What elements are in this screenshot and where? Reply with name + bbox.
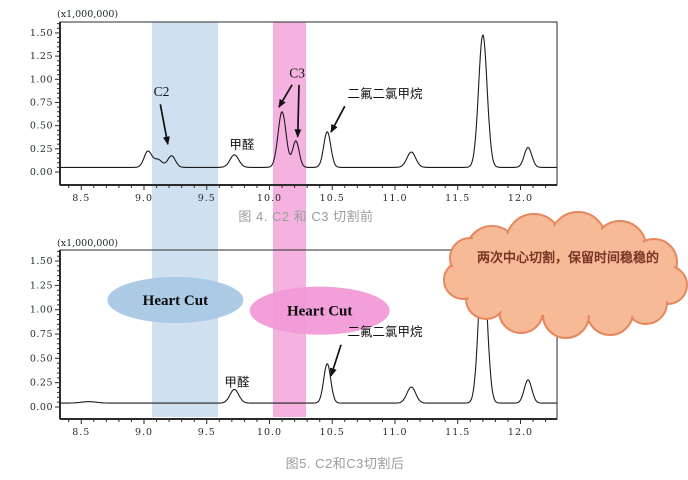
figure5-caption: 图5. C2和C3切割后 xyxy=(285,456,405,471)
y-tick-label: 1.25 xyxy=(30,51,53,62)
x-tick-label: 12.0 xyxy=(508,193,533,204)
y-tick-label: 0.50 xyxy=(30,353,53,364)
x-tick-label: 9.0 xyxy=(135,427,153,438)
x-tick-labels: 8.5 9.0 9.5 10.0 10.5 11.0 11.5 12.0 xyxy=(68,419,547,438)
y-tick-label: 0.00 xyxy=(30,402,53,413)
x-tick-label: 12.0 xyxy=(508,427,533,438)
x-tick-label: 8.5 xyxy=(72,193,90,204)
heart-cut-label: Heart Cut xyxy=(143,293,208,309)
c2-heart-cut-band xyxy=(151,22,218,417)
top-chromatogram: 0.00 0.25 0.50 0.75 1.00 1.25 1.50 8.5 9.0 9.5 10.… xyxy=(30,9,558,204)
y-tick-label: 1.50 xyxy=(30,256,53,267)
y-tick-label: 0.75 xyxy=(30,329,53,340)
peak-label: C2 xyxy=(154,84,170,99)
heart-cut-ellipse: Heart Cut xyxy=(107,276,244,323)
annotation-arrow xyxy=(294,84,302,138)
x-tick-label: 11.5 xyxy=(445,427,470,438)
y-tick-label: 0.00 xyxy=(30,167,53,178)
x-tick-label: 10.5 xyxy=(320,193,345,204)
peak-annotation: 甲醛 xyxy=(224,375,250,390)
peak-annotation: 甲醛 xyxy=(229,137,255,152)
heart-cut-label: Heart Cut xyxy=(287,304,352,320)
bottom-chromatogram: 0.00 0.25 0.50 0.75 1.00 1.25 1.50 8.5 9.0 9.5 10.… xyxy=(30,238,558,438)
x-tick-label: 9.5 xyxy=(198,427,216,438)
y-axis-unit-label: (x1,000,000) xyxy=(57,9,118,20)
peak-annotation: C3 xyxy=(278,65,305,138)
cloud-body xyxy=(469,240,665,316)
y-tick-label: 0.50 xyxy=(30,121,53,132)
annotation-arrow xyxy=(330,105,346,134)
x-tick-label: 10.5 xyxy=(320,427,345,438)
y-tick-label: 1.25 xyxy=(30,280,53,291)
x-tick-label: 11.0 xyxy=(382,193,407,204)
y-axis-unit-label: (x1,000,000) xyxy=(57,238,118,249)
heart-cut-ellipse: Heart Cut xyxy=(249,286,390,335)
chromatogram-curve xyxy=(60,34,557,168)
cloud-callout-text: 两次中心切割，保留时间稳稳的 xyxy=(477,250,659,265)
peak-label: 二氟二氯甲烷 xyxy=(347,87,423,101)
peak-label: C3 xyxy=(289,65,305,80)
x-tick-label: 10.0 xyxy=(257,427,282,438)
peak-annotation: C2 xyxy=(154,84,170,146)
y-tick-label: 1.50 xyxy=(30,28,53,39)
annotation-arrow xyxy=(278,84,293,108)
peak-annotation: 二氟二氯甲烷 xyxy=(330,87,423,134)
heart-cut-shape xyxy=(107,276,244,323)
x-tick-label: 8.5 xyxy=(72,427,90,438)
annotation-arrow xyxy=(329,344,342,377)
callout-cloud: 两次中心切割，保留时间稳稳的 xyxy=(443,211,688,339)
x-tick-label: 11.0 xyxy=(382,427,407,438)
annotation-arrow xyxy=(159,104,170,146)
x-tick-labels: 8.5 9.0 9.5 10.0 10.5 11.0 11.5 12.0 xyxy=(68,185,547,204)
y-tick-label: 0.25 xyxy=(30,144,53,155)
y-tick-label: 0.25 xyxy=(30,378,53,389)
y-tick-label: 1.00 xyxy=(30,305,53,316)
x-tick-label: 10.0 xyxy=(257,193,282,204)
x-tick-label: 11.5 xyxy=(445,193,470,204)
plot-border xyxy=(59,21,558,186)
chromatogram-curve xyxy=(60,255,557,404)
peak-label: 甲醛 xyxy=(229,137,255,152)
y-tick-labels: 0.00 0.25 0.50 0.75 1.00 1.25 1.50 xyxy=(30,250,60,413)
y-tick-label: 1.00 xyxy=(30,74,53,85)
peak-label: 甲醛 xyxy=(224,375,250,390)
heart-cut-shape xyxy=(249,286,390,335)
peak-annotation: 二氟二氯甲烷 xyxy=(329,325,423,377)
figure4-caption: 图 4. C2 和 C3 切割前 xyxy=(238,209,374,224)
y-tick-labels: 0.00 0.25 0.50 0.75 1.00 1.25 1.50 xyxy=(30,23,60,178)
x-tick-label: 9.0 xyxy=(135,193,153,204)
x-tick-label: 9.5 xyxy=(198,193,216,204)
peak-label: 二氟二氯甲烷 xyxy=(347,325,423,339)
y-tick-label: 0.75 xyxy=(30,97,53,108)
